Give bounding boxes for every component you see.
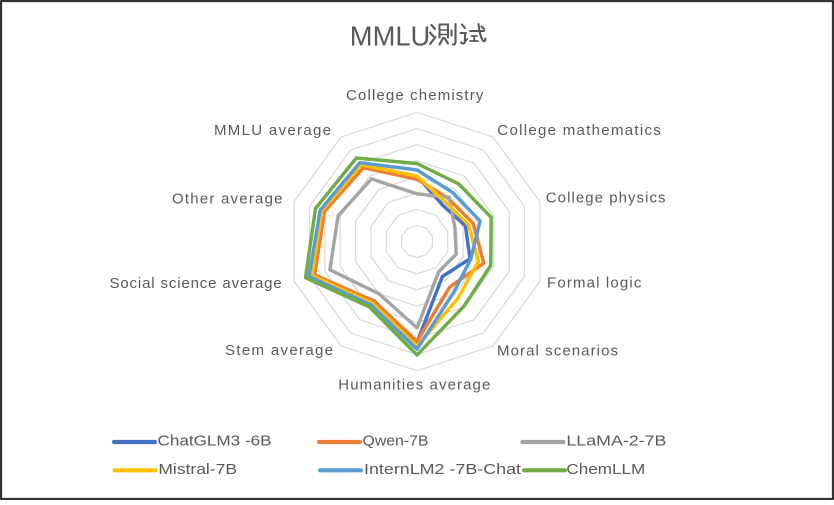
svg-text:InternLM2 -7B-Chat: InternLM2 -7B-Chat [364,461,522,478]
svg-text:Formal logic: Formal logic [547,275,642,292]
svg-text:ChatGLM3 -6B: ChatGLM3 -6B [158,433,272,450]
svg-text:ChemLLM: ChemLLM [566,461,645,478]
svg-text:Social science average: Social science average [110,275,282,292]
svg-text:College chemistry: College chemistry [346,87,484,104]
svg-text:College physics: College physics [546,190,666,207]
svg-text:Other average: Other average [172,191,283,208]
svg-text:Humanities average: Humanities average [338,377,490,394]
svg-text:College mathematics: College mathematics [497,122,661,139]
svg-text:LLaMA-2-7B: LLaMA-2-7B [566,433,666,450]
svg-text:MMLU: MMLU [350,21,431,52]
svg-text:Stem average: Stem average [225,342,333,359]
svg-text:Mistral-7B: Mistral-7B [158,461,237,478]
svg-text:Qwen-7B: Qwen-7B [363,433,429,450]
svg-text:MMLU average: MMLU average [214,122,331,139]
svg-text:Moral scenarios: Moral scenarios [497,343,618,360]
